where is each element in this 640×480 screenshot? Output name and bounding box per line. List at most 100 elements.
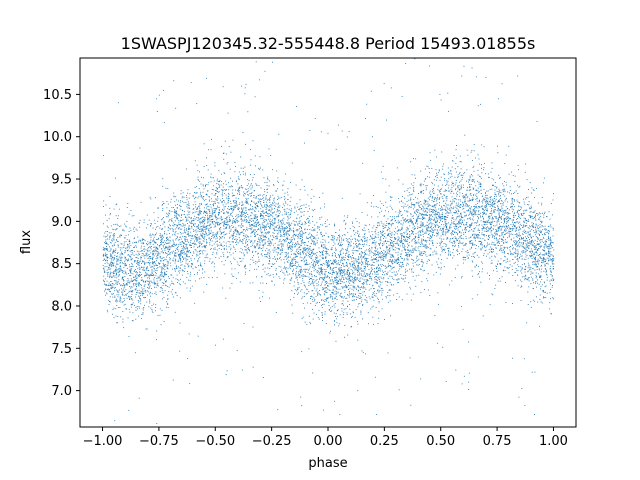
data-point xyxy=(210,232,212,234)
data-point xyxy=(481,164,482,166)
data-point xyxy=(481,172,483,174)
data-point xyxy=(139,269,141,271)
data-point xyxy=(409,234,411,236)
data-point xyxy=(125,256,127,258)
data-point xyxy=(530,276,532,278)
data-point xyxy=(364,287,366,289)
data-point xyxy=(216,233,218,235)
data-point xyxy=(506,246,508,248)
data-point xyxy=(484,245,485,247)
data-point xyxy=(306,268,308,270)
data-point xyxy=(239,215,241,217)
data-point xyxy=(390,237,392,239)
data-point xyxy=(238,179,240,180)
data-point xyxy=(486,226,488,228)
data-point xyxy=(370,271,372,272)
data-point xyxy=(352,222,353,224)
data-point xyxy=(348,281,350,283)
data-point xyxy=(223,231,225,233)
data-point xyxy=(287,215,289,217)
data-point xyxy=(188,279,190,281)
data-point xyxy=(532,227,534,229)
data-point xyxy=(462,238,464,240)
data-point xyxy=(344,234,346,236)
data-point xyxy=(194,243,196,244)
data-point xyxy=(523,275,525,277)
data-point xyxy=(181,228,183,230)
data-point xyxy=(499,248,501,250)
data-point xyxy=(307,220,309,222)
data-point xyxy=(485,173,487,175)
data-point xyxy=(276,235,278,237)
data-point xyxy=(335,148,337,150)
data-point xyxy=(105,259,107,261)
data-point xyxy=(304,271,306,273)
data-point xyxy=(520,255,522,257)
data-point xyxy=(533,245,535,247)
data-point xyxy=(290,239,292,241)
data-point xyxy=(386,235,388,237)
data-point xyxy=(486,220,488,222)
data-point xyxy=(302,232,304,234)
data-point xyxy=(102,247,104,249)
data-point xyxy=(374,291,375,292)
data-point xyxy=(200,265,202,267)
data-point xyxy=(220,248,222,250)
data-point xyxy=(493,210,495,212)
data-point xyxy=(327,260,329,262)
data-point xyxy=(125,235,127,237)
data-point xyxy=(140,247,142,249)
data-point xyxy=(201,236,203,238)
data-point xyxy=(349,291,351,292)
data-point xyxy=(450,241,452,243)
data-point xyxy=(262,291,264,293)
data-point xyxy=(241,211,243,213)
data-point xyxy=(358,266,360,268)
data-point xyxy=(472,253,474,255)
data-point xyxy=(300,283,302,285)
data-point xyxy=(274,242,276,244)
data-point xyxy=(397,251,399,253)
data-point xyxy=(451,203,453,205)
data-point xyxy=(528,242,530,244)
data-point xyxy=(460,216,462,217)
data-point xyxy=(210,248,212,250)
data-point xyxy=(303,282,305,284)
data-point xyxy=(502,238,503,240)
data-point xyxy=(109,301,111,303)
data-point xyxy=(427,205,429,207)
data-point xyxy=(357,274,359,276)
data-point xyxy=(273,228,275,230)
data-point xyxy=(474,256,475,258)
data-point xyxy=(436,224,438,226)
data-point xyxy=(297,236,299,237)
data-point xyxy=(328,241,330,243)
data-point xyxy=(104,242,106,244)
data-point xyxy=(474,205,476,207)
data-point xyxy=(194,240,195,242)
data-point xyxy=(533,241,534,243)
data-point xyxy=(443,238,445,240)
data-point xyxy=(117,252,119,253)
data-point xyxy=(322,289,324,291)
data-point xyxy=(188,228,190,230)
data-point xyxy=(427,273,429,275)
data-point xyxy=(502,204,504,206)
data-point xyxy=(451,232,453,233)
data-point xyxy=(359,278,361,280)
data-point xyxy=(471,213,473,215)
data-point xyxy=(391,262,393,264)
data-point xyxy=(203,228,205,230)
data-point xyxy=(325,276,327,278)
data-point xyxy=(330,238,332,240)
data-point xyxy=(341,310,343,312)
data-point xyxy=(235,206,236,208)
data-point xyxy=(541,222,543,224)
data-point xyxy=(510,246,512,247)
data-point xyxy=(116,301,118,303)
data-point xyxy=(391,233,393,235)
data-point xyxy=(436,253,438,255)
data-point xyxy=(189,256,190,258)
data-point xyxy=(512,174,514,176)
data-point xyxy=(106,280,108,282)
